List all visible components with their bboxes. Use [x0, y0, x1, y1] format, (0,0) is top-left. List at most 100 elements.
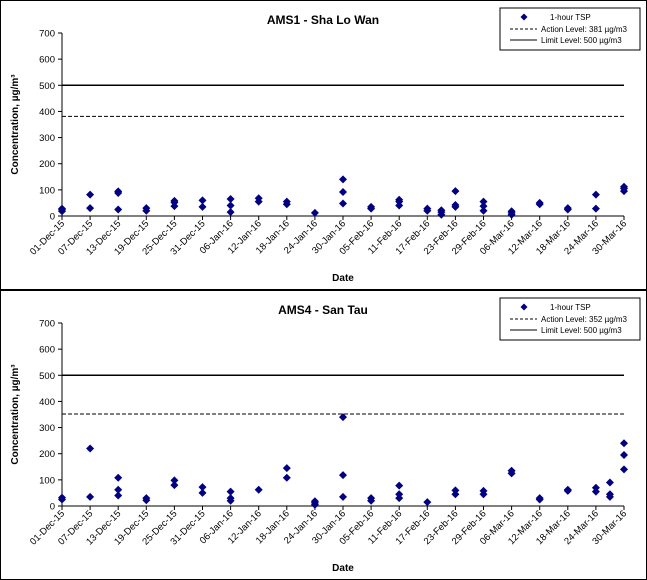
chart-0-data-point — [367, 202, 376, 211]
chart-1-data-point — [226, 487, 235, 496]
chart-1-legend-label: 1-hour TSP — [550, 303, 591, 312]
chart-1-data-point — [114, 485, 123, 494]
chart-0-data-point — [114, 187, 123, 196]
chart-1-data-point — [620, 451, 628, 460]
chart-1-data-point — [367, 494, 376, 503]
chart-1-title: AMS4 - San Tau — [278, 303, 368, 317]
chart-1-data-point — [310, 497, 319, 506]
chart-0-data-point — [339, 199, 347, 208]
chart-0-data-point — [451, 187, 460, 196]
chart-1-data-point — [339, 413, 347, 422]
chart-0-data-point — [198, 202, 207, 211]
chart-1-data-point — [86, 492, 95, 501]
chart-0-data-point — [86, 190, 95, 199]
chart-0-data-point — [310, 208, 319, 217]
chart-0-data-point — [226, 201, 235, 210]
chart-1-data-point — [451, 486, 460, 495]
chart-0-data-point — [142, 204, 151, 213]
chart-0-data-point — [479, 202, 488, 211]
chart-1-data-point — [142, 494, 151, 503]
chart-0-data-point — [591, 204, 600, 213]
chart-1-data-point — [620, 465, 628, 474]
chart-0-data-point — [423, 204, 432, 213]
chart-0-data-point — [479, 206, 488, 215]
chart-1-y-tick-label: 400 — [39, 397, 55, 408]
chart-0-data-point — [563, 204, 572, 213]
chart-0-y-tick-label: 600 — [39, 55, 55, 66]
chart-0-legend-marker — [520, 13, 528, 21]
chart-1-y-tick-label: 0 — [50, 502, 55, 513]
chart-0-data-point — [114, 205, 123, 214]
chart-1-data-point — [86, 444, 95, 453]
chart-ams4: AMS4 - San Tau 0 100 200 300 400 500 600 700 01-D… — [0, 290, 647, 580]
chart-1-data-point — [563, 485, 572, 494]
chart-1-data-point — [395, 490, 404, 499]
chart-1-data-point — [535, 494, 544, 503]
chart-0-data-point — [339, 175, 347, 184]
chart-ams1: AMS1 - Sha Lo Wan 0 100 200 300 400 500 600 700 0… — [0, 0, 647, 290]
chart-1-data-point — [114, 473, 123, 482]
chart-1-legend-marker — [520, 303, 528, 311]
chart-0-legend-label: 1-hour TSP — [550, 13, 591, 22]
chart-1-data-point — [591, 483, 600, 492]
chart-0-legend-label: Action Level: 381 µg/m3 — [541, 25, 628, 34]
chart-1-data-point — [198, 483, 207, 492]
chart-1-data-point — [423, 498, 432, 507]
chart-1-data-point — [170, 481, 179, 490]
chart-1-y-axis-label: Concentration, µg/m³ — [10, 364, 21, 465]
chart-0-data-point — [395, 195, 404, 204]
chart-0-data-point — [339, 187, 347, 196]
chart-0-data-point — [507, 207, 516, 216]
chart-1-y-tick-label: 300 — [39, 423, 55, 434]
chart-0-y-tick-label: 500 — [39, 81, 55, 92]
chart-0-data-point — [591, 190, 600, 199]
chart-1-y-tick-label: 600 — [39, 345, 55, 356]
chart-0-y-tick-label: 0 — [50, 212, 55, 223]
chart-0-legend-label: Limit Level: 500 µg/m3 — [541, 36, 622, 45]
chart-1-data-point — [339, 471, 347, 480]
chart-svg: AMS4 - San Tau010020030040050060070001-D… — [0, 290, 647, 580]
chart-1-data-point — [114, 491, 123, 500]
chart-1-data-point — [254, 485, 263, 494]
chart-1-legend-label: Limit Level: 500 µg/m3 — [541, 326, 622, 335]
chart-0-y-tick-label: 300 — [39, 133, 55, 144]
chart-1-data-point — [282, 473, 291, 482]
chart-0-x-axis-label: Date — [332, 273, 354, 284]
chart-1-data-point — [479, 486, 488, 495]
chart-1-y-tick-label: 200 — [39, 449, 55, 460]
chart-0-data-point — [451, 201, 460, 210]
chart-0-y-tick-label: 200 — [39, 159, 55, 170]
chart-1-data-point — [620, 439, 628, 448]
chart-1-data-point — [605, 478, 614, 487]
chart-1-y-tick-label: 500 — [39, 371, 55, 382]
chart-1-data-point — [605, 490, 614, 499]
chart-1-data-point — [507, 466, 516, 475]
chart-0-data-point — [226, 195, 235, 204]
chart-1-data-point — [339, 492, 347, 501]
chart-1-data-point — [395, 481, 404, 490]
chart-1-y-tick-label: 100 — [39, 475, 55, 486]
chart-0-data-point — [86, 204, 95, 213]
chart-1-data-point — [170, 476, 179, 485]
chart-1-data-point — [226, 494, 235, 503]
chart-0-y-axis-label: Concentration, µg/m³ — [10, 74, 21, 175]
chart-0-data-point — [535, 198, 544, 207]
chart-0-y-tick-label: 100 — [39, 185, 55, 196]
chart-0-data-point — [479, 197, 488, 206]
chart-0-data-point — [254, 194, 263, 203]
chart-1-legend-label: Action Level: 352 µg/m3 — [541, 315, 628, 324]
chart-0-data-point — [198, 196, 207, 205]
chart-0-data-point — [620, 182, 628, 191]
chart-0-data-point — [226, 208, 235, 217]
chart-1-data-point — [198, 488, 207, 497]
chart-0-data-point — [282, 197, 291, 206]
chart-svg: AMS1 - Sha Lo Wan01002003004005006007000… — [0, 0, 647, 290]
chart-0-data-point — [58, 204, 66, 213]
chart-1-data-point — [58, 493, 66, 502]
chart-1-x-axis-label: Date — [332, 563, 354, 574]
chart-0-data-point — [170, 196, 179, 205]
chart-0-title: AMS1 - Sha Lo Wan — [267, 13, 379, 27]
chart-0-y-tick-label: 700 — [39, 29, 55, 40]
chart-1-y-tick-label: 700 — [39, 319, 55, 330]
